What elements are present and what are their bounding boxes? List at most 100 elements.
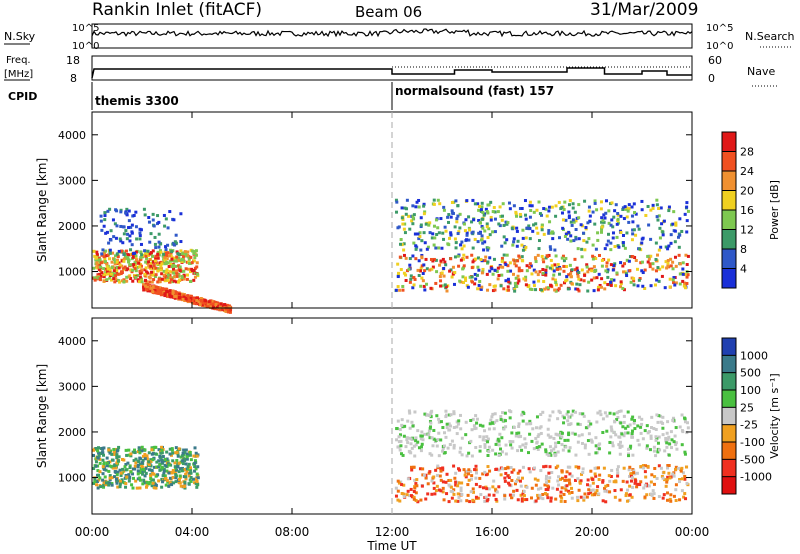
scatter-cell: [179, 240, 183, 244]
scatter-cell: [488, 422, 492, 426]
scatter-cell: [125, 475, 129, 479]
scatter-cell: [177, 447, 181, 451]
scatter-cell: [157, 479, 161, 483]
scatter-cell: [524, 213, 528, 217]
scatter-cell: [586, 270, 590, 274]
scatter-cell: [569, 234, 573, 238]
scatter-cell: [544, 271, 548, 275]
scatter-cell: [562, 264, 566, 268]
scatter-cell: [409, 487, 413, 491]
scatter-cell: [437, 417, 441, 421]
scatter-cell: [108, 207, 112, 211]
scatter-cell: [136, 278, 140, 282]
scatter-cell: [152, 278, 156, 282]
scatter-cell: [502, 287, 506, 291]
scatter-cell: [99, 274, 103, 278]
scatter-cell: [515, 488, 519, 492]
y-tick-label: 3000: [58, 380, 86, 393]
scatter-cell: [139, 256, 143, 260]
scatter-cell: [129, 268, 133, 272]
scatter-cell: [663, 478, 667, 482]
scatter-cell: [571, 431, 575, 435]
scatter-cell: [668, 277, 672, 281]
scatter-cell: [414, 443, 418, 447]
scatter-cell: [457, 419, 461, 423]
scatter-cell: [606, 239, 610, 243]
scatter-cell: [552, 436, 556, 440]
scatter-cell: [105, 262, 109, 266]
scatter-cell: [157, 465, 161, 469]
scatter-cell: [506, 474, 510, 478]
scatter-cell: [168, 447, 172, 451]
scatter-cell: [520, 448, 524, 452]
scatter-cell: [560, 476, 564, 480]
x-tick-label: 16:00: [475, 525, 510, 539]
scatter-cell: [410, 468, 414, 472]
scatter-cell: [409, 465, 413, 469]
scatter-cell: [683, 212, 687, 216]
scatter-cell: [589, 438, 593, 442]
scatter-cell: [159, 264, 163, 268]
colorbar-tick-label: 25: [740, 401, 754, 414]
scatter-cell: [480, 217, 484, 221]
scatter-cell: [430, 236, 434, 240]
scatter-cell: [115, 453, 119, 457]
scatter-cell: [496, 437, 500, 441]
scatter-cell: [465, 499, 469, 503]
scatter-cell: [169, 262, 173, 266]
scatter-cell: [483, 259, 487, 263]
scatter-cell: [400, 483, 404, 487]
scatter-cell: [587, 209, 591, 213]
scatter-cell: [126, 256, 130, 260]
scatter-cell: [142, 285, 146, 289]
scatter-cell: [570, 268, 574, 272]
scatter-cell: [94, 258, 98, 262]
scatter-cell: [166, 279, 170, 283]
scatter-cell: [476, 265, 480, 269]
scatter-cell: [426, 492, 430, 496]
colorbar-swatch: [722, 390, 736, 408]
scatter-cell: [520, 269, 524, 273]
scatter-cell: [405, 493, 409, 497]
scatter-cell: [496, 210, 500, 214]
scatter-cell: [103, 211, 107, 215]
colorbar-swatch: [722, 407, 736, 426]
scatter-cell: [474, 468, 478, 472]
scatter-cell: [487, 445, 491, 449]
scatter-cell: [537, 247, 541, 251]
scatter-cell: [619, 488, 623, 492]
scatter-cell: [427, 429, 431, 433]
scatter-cell: [150, 468, 154, 472]
scatter-cell: [543, 287, 547, 291]
scatter-cell: [407, 214, 411, 218]
scatter-cell: [452, 464, 456, 468]
scatter-cell: [653, 475, 657, 479]
scatter-cell: [540, 442, 544, 446]
scatter-cell: [669, 264, 673, 268]
scatter-cell: [435, 414, 439, 418]
scatter-cell: [397, 271, 401, 275]
scatter-cell: [544, 488, 548, 492]
scatter-cell: [410, 420, 414, 424]
scatter-cell: [661, 230, 665, 234]
scatter-cell: [134, 250, 138, 254]
scatter-cell: [524, 236, 528, 240]
scatter-cell: [577, 289, 581, 293]
scatter-cell: [605, 243, 609, 247]
scatter-cell: [594, 451, 598, 455]
scatter-cell: [511, 243, 515, 247]
scatter-cell: [460, 247, 464, 251]
scatter-cell: [429, 425, 433, 429]
scatter-cell: [437, 231, 441, 235]
scatter-cell: [140, 277, 144, 281]
scatter-cell: [650, 493, 654, 497]
scatter-cell: [632, 277, 636, 281]
scatter-cell: [96, 446, 100, 450]
scatter-cell: [491, 230, 495, 234]
scatter-cell: [621, 286, 625, 290]
scatter-cell: [158, 261, 162, 265]
scatter-cell: [669, 499, 673, 503]
scatter-cell: [682, 284, 686, 288]
scatter-cell: [419, 449, 423, 453]
scatter-cell: [192, 259, 196, 263]
